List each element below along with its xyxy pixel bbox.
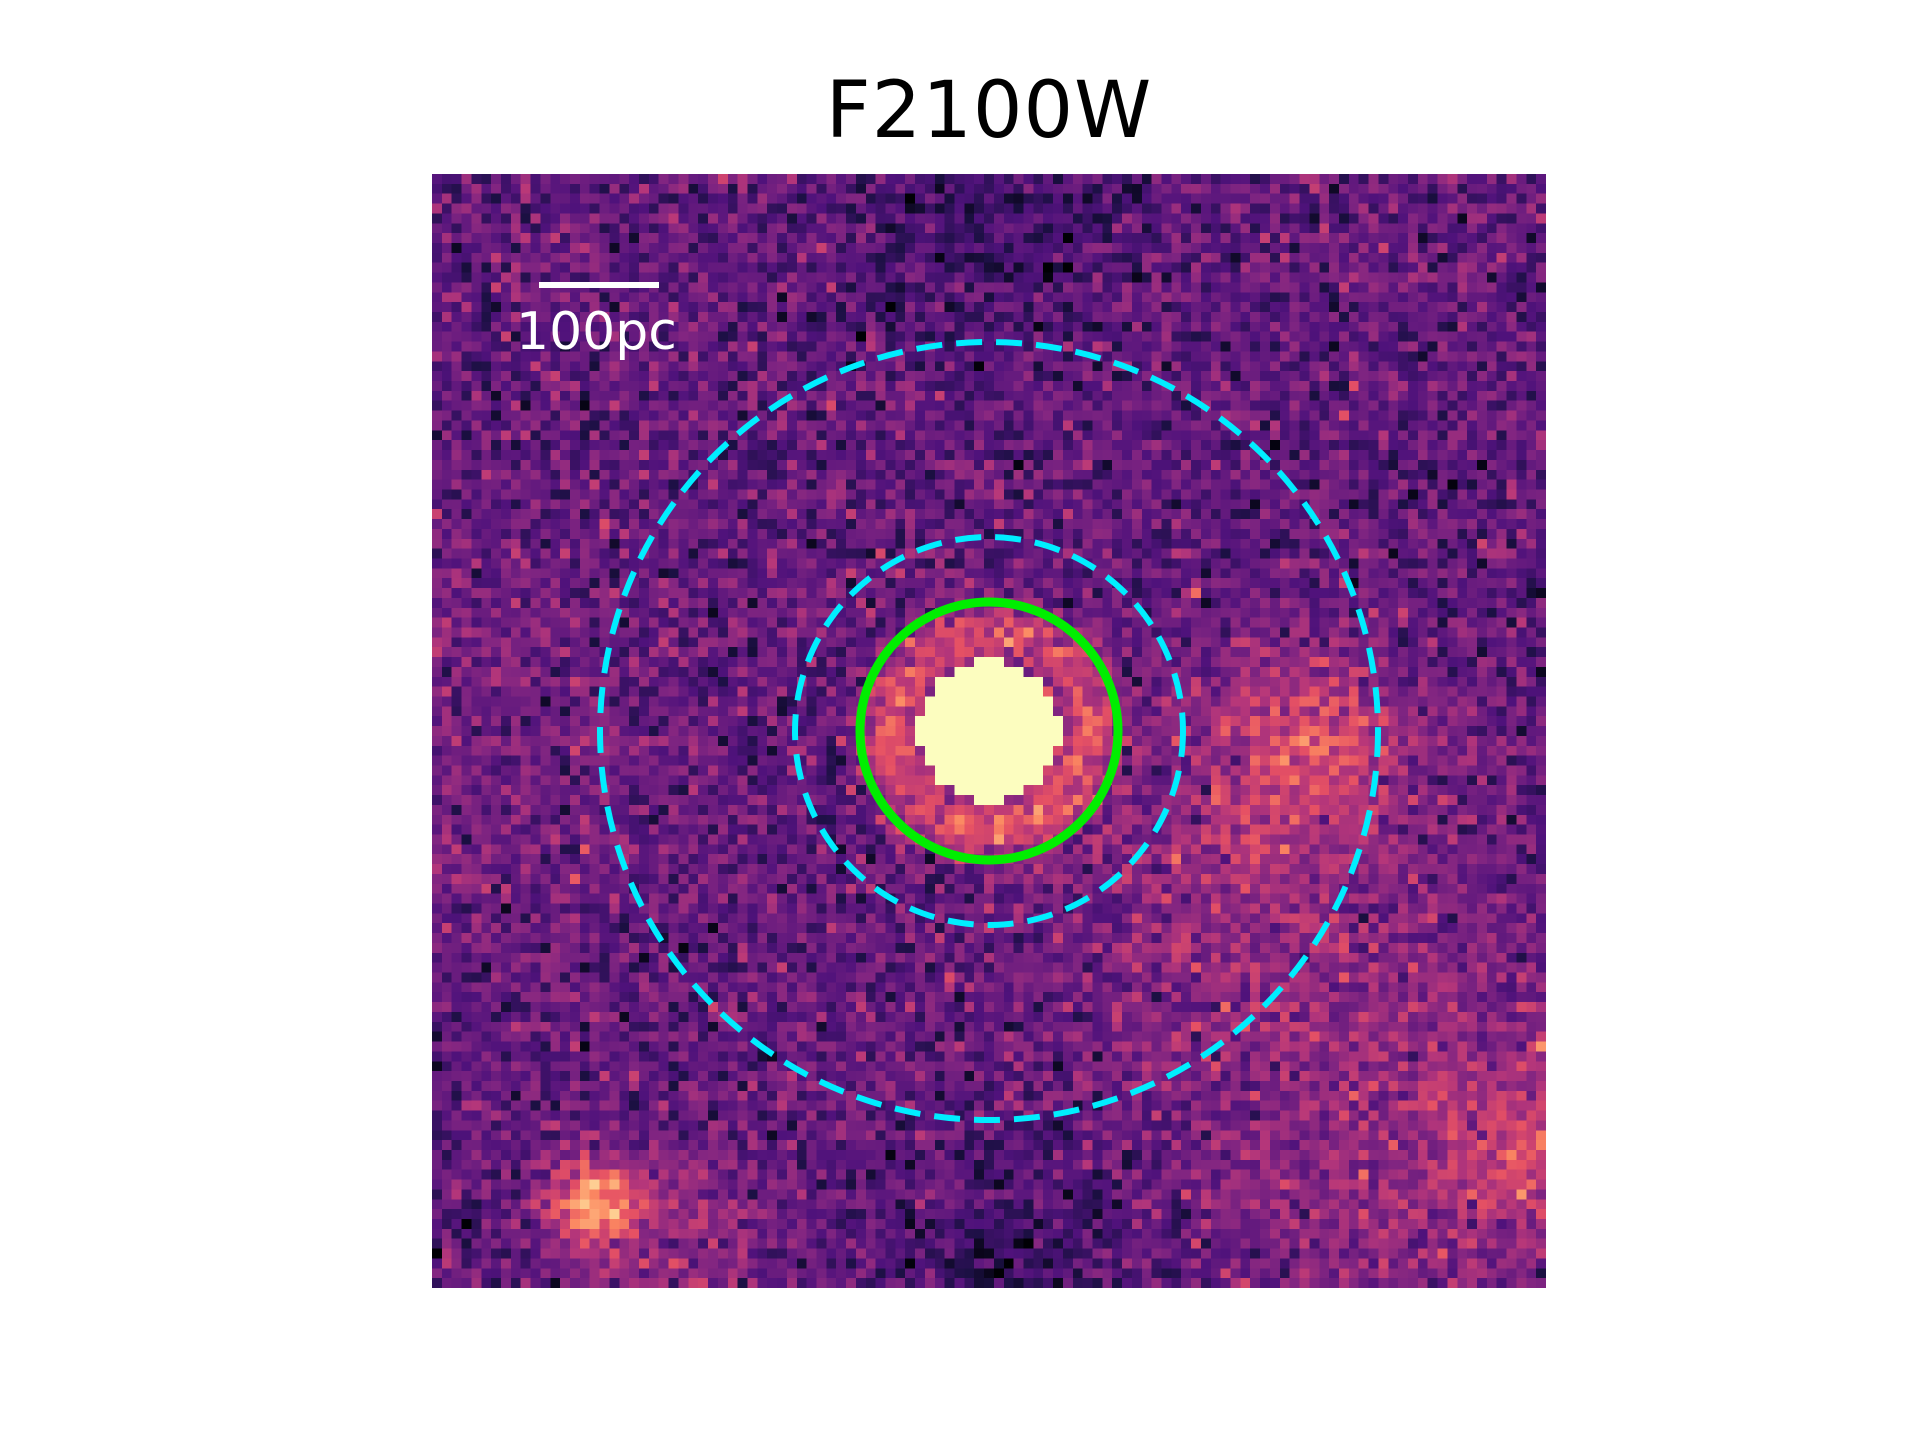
outer-background-aperture [597, 339, 1381, 1123]
aperture-overlay [597, 339, 1381, 1123]
source-aperture [855, 597, 1123, 865]
figure-title: F2100W [825, 66, 1153, 156]
f2100w-image [432, 174, 1546, 1288]
inner-background-aperture [792, 534, 1186, 928]
scale-bar [539, 282, 659, 288]
image-panel: 100pc [432, 174, 1546, 1288]
scale-bar-label: 100pc [516, 302, 677, 362]
